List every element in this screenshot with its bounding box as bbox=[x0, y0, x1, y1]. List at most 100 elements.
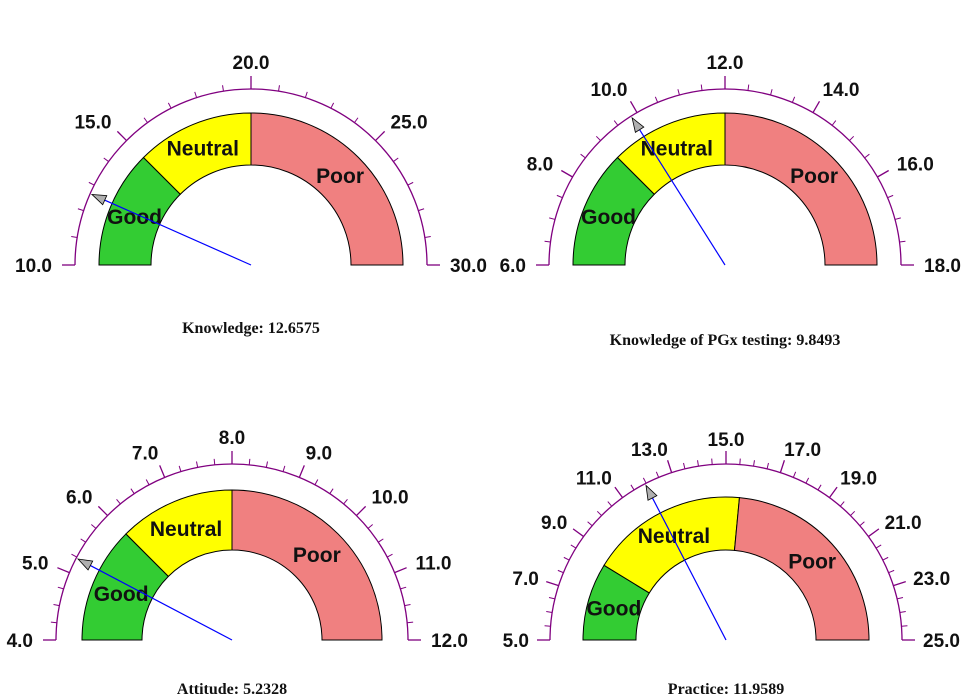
tick-label: 7.0 bbox=[132, 443, 158, 464]
minor-tick bbox=[683, 462, 686, 469]
zone-label-poor: Poor bbox=[316, 165, 364, 188]
gauge-1: Good Neutral Poor 10.0 15.0 20.0 25.0 30.0 Knowl… bbox=[15, 53, 487, 337]
minor-tick bbox=[57, 586, 64, 590]
major-tick bbox=[877, 169, 890, 178]
zone-label-neutral: Neutral bbox=[167, 138, 239, 161]
minor-tick bbox=[71, 236, 78, 238]
minor-tick bbox=[222, 85, 224, 92]
tick-label: 10.0 bbox=[15, 256, 52, 277]
minor-tick bbox=[570, 544, 577, 549]
tick-label: 16.0 bbox=[897, 155, 934, 176]
zone-poor bbox=[250, 112, 404, 266]
minor-tick bbox=[557, 569, 564, 574]
minor-tick bbox=[700, 84, 703, 91]
minor-tick bbox=[587, 521, 593, 527]
minor-tick bbox=[329, 488, 334, 494]
major-tick bbox=[868, 528, 880, 538]
minor-tick bbox=[130, 488, 135, 494]
major-tick bbox=[546, 580, 559, 587]
minor-tick bbox=[367, 524, 374, 529]
tick-label: 19.0 bbox=[840, 468, 877, 489]
tick-label: 8.0 bbox=[219, 428, 245, 449]
zone-label-good: Good bbox=[94, 583, 149, 606]
zone-label-good: Good bbox=[586, 597, 641, 620]
tick-label: 10.0 bbox=[372, 487, 409, 508]
tick-label: 11.0 bbox=[416, 553, 452, 574]
tick-label: 9.0 bbox=[541, 513, 567, 534]
minor-tick bbox=[407, 181, 414, 186]
minor-tick bbox=[849, 135, 855, 141]
minor-tick bbox=[875, 544, 882, 549]
minor-tick bbox=[71, 553, 78, 558]
tick-label: 12.0 bbox=[431, 631, 468, 652]
minor-tick bbox=[354, 117, 359, 123]
minor-tick bbox=[343, 498, 348, 505]
tick-label: 18.0 bbox=[924, 256, 961, 277]
minor-tick bbox=[178, 465, 182, 472]
minor-tick bbox=[839, 501, 845, 507]
minor-tick bbox=[145, 479, 150, 486]
needle-arrow-icon bbox=[76, 558, 94, 571]
minor-tick bbox=[248, 458, 251, 465]
tick-label: 6.0 bbox=[66, 487, 92, 508]
minor-tick bbox=[899, 611, 906, 613]
minor-tick bbox=[194, 91, 198, 98]
gauge-caption: Practice: 11.9589 bbox=[668, 681, 784, 698]
major-tick bbox=[629, 100, 638, 113]
gauge-axis-arc bbox=[55, 463, 409, 641]
minor-tick bbox=[77, 208, 84, 212]
minor-tick bbox=[894, 217, 901, 220]
minor-tick bbox=[424, 236, 431, 238]
minor-tick bbox=[556, 194, 563, 199]
major-tick bbox=[828, 486, 838, 498]
zone-label-neutral: Neutral bbox=[641, 138, 713, 161]
minor-tick bbox=[116, 498, 121, 505]
needle-arrow-icon bbox=[645, 484, 658, 501]
minor-tick bbox=[563, 556, 570, 561]
minor-tick bbox=[770, 89, 773, 96]
minor-tick bbox=[677, 89, 680, 96]
minor-tick bbox=[596, 510, 602, 516]
tick-label: 23.0 bbox=[913, 569, 950, 590]
minor-tick bbox=[897, 597, 904, 600]
tick-label: 8.0 bbox=[527, 155, 553, 176]
tick-label: 14.0 bbox=[823, 80, 860, 101]
minor-tick bbox=[167, 102, 172, 109]
zone-label-neutral: Neutral bbox=[150, 518, 222, 541]
major-tick bbox=[355, 505, 367, 517]
minor-tick bbox=[654, 96, 659, 103]
minor-tick bbox=[278, 85, 280, 92]
gauge-3: Good Neutral Poor 4.0 5.0 6.0 7.0 8.0 9.0 10.0 11.… bbox=[7, 428, 468, 698]
tick-label: 12.0 bbox=[707, 53, 744, 74]
major-tick bbox=[614, 486, 624, 498]
minor-tick bbox=[805, 477, 810, 484]
major-tick bbox=[159, 465, 166, 478]
tick-label: 30.0 bbox=[450, 256, 487, 277]
major-tick bbox=[57, 567, 70, 574]
minor-tick bbox=[859, 521, 865, 527]
minor-tick bbox=[548, 597, 555, 600]
minor-tick bbox=[213, 458, 216, 465]
minor-tick bbox=[595, 135, 601, 141]
minor-tick bbox=[697, 460, 699, 467]
minor-tick bbox=[888, 569, 895, 574]
minor-tick bbox=[899, 240, 906, 243]
tick-label: 17.0 bbox=[784, 440, 821, 461]
minor-tick bbox=[792, 471, 797, 478]
minor-tick bbox=[314, 479, 319, 486]
tick-label: 15.0 bbox=[74, 112, 111, 133]
tick-label: 13.0 bbox=[631, 440, 668, 461]
gauge-4: Good Neutral Poor 5.0 7.0 9.0 11.0 13.0 15.0 17.0… bbox=[503, 430, 960, 698]
minor-tick bbox=[282, 465, 286, 472]
minor-tick bbox=[53, 604, 60, 607]
minor-tick bbox=[418, 208, 425, 212]
gauge-needle bbox=[83, 561, 233, 641]
needle-arrow-icon bbox=[631, 116, 645, 134]
minor-tick bbox=[549, 217, 556, 220]
minor-tick bbox=[196, 461, 199, 468]
minor-tick bbox=[642, 477, 647, 484]
zone-poor bbox=[724, 112, 878, 266]
minor-tick bbox=[330, 102, 335, 109]
minor-tick bbox=[882, 556, 889, 561]
major-tick bbox=[812, 100, 821, 113]
